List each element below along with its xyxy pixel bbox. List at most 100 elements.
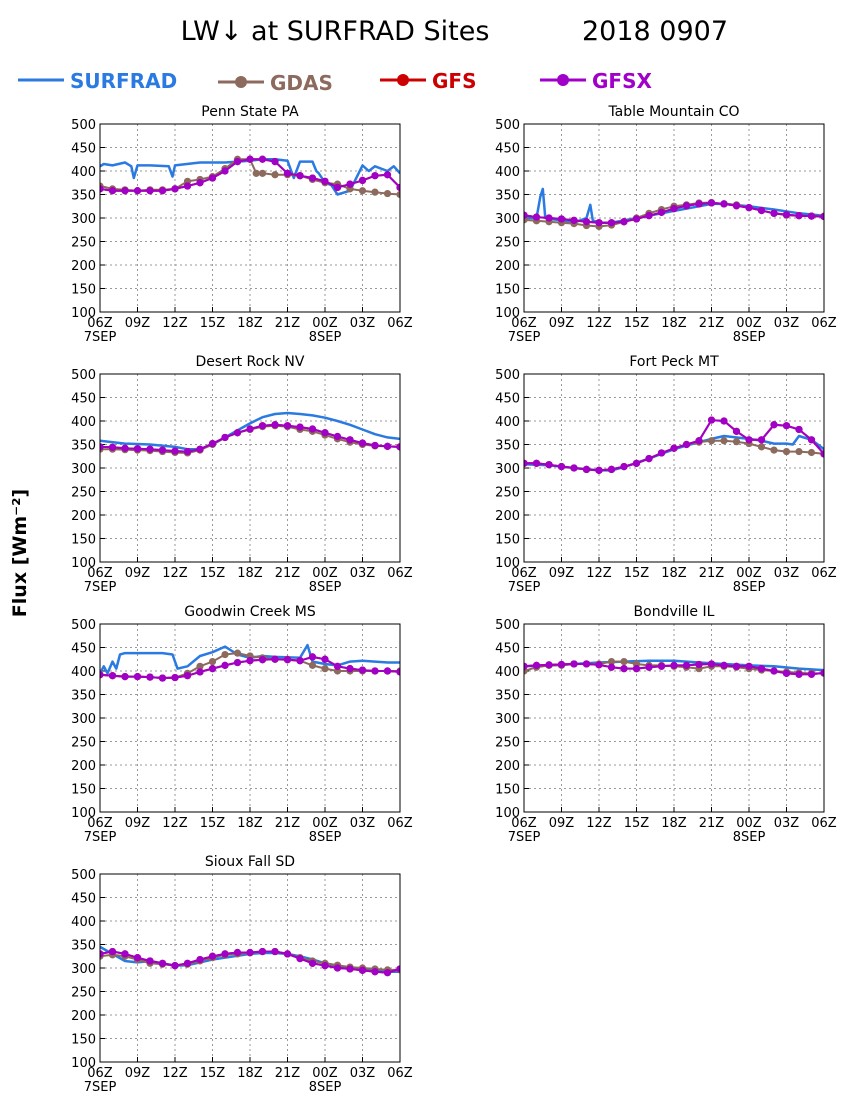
data-point-gfsx bbox=[770, 421, 778, 429]
data-point-gfsx bbox=[146, 445, 154, 453]
y-tick-label: 300 bbox=[495, 462, 520, 477]
y-tick-label: 350 bbox=[495, 189, 520, 204]
data-point-gfsx bbox=[208, 439, 217, 448]
x-tick-label: 12Z bbox=[586, 316, 612, 331]
data-point-gfsx bbox=[221, 433, 229, 442]
y-tick-label: 250 bbox=[71, 736, 96, 751]
data-point-gfsx bbox=[208, 665, 217, 673]
data-point-gfsx bbox=[283, 656, 292, 664]
panel-table-mountain-co: Table Mountain CO 100 150 200 250 300 350 400 45… bbox=[495, 104, 837, 345]
x-date-label: 7SEP bbox=[508, 330, 541, 345]
series-group bbox=[100, 411, 400, 457]
figure-title-right: 2018 0907 bbox=[582, 16, 728, 47]
y-tick-label: 350 bbox=[71, 189, 96, 204]
data-point-gfsx bbox=[283, 422, 292, 430]
data-point-gfsx bbox=[100, 185, 104, 193]
data-point-gfsx bbox=[607, 219, 616, 227]
data-point-gfsx bbox=[620, 218, 628, 226]
data-point-gfsx bbox=[657, 662, 666, 670]
data-point-gfsx bbox=[258, 656, 267, 664]
data-point-gfsx bbox=[358, 666, 367, 674]
data-point-gfsx bbox=[383, 171, 392, 179]
data-point-gfsx bbox=[158, 187, 167, 195]
data-point-gfsx bbox=[196, 955, 204, 964]
panel-fort-peck-mt: Fort Peck MT 100 150 200 250 300 350 400 450 500 0… bbox=[495, 354, 837, 595]
data-point-gfsx bbox=[657, 208, 666, 216]
x-tick-label: 00Z bbox=[312, 1066, 338, 1081]
x-tick-label: 21Z bbox=[699, 816, 725, 831]
y-tick-label: 500 bbox=[71, 368, 96, 383]
data-point-gdas bbox=[782, 447, 791, 456]
data-point-gfsx bbox=[208, 952, 217, 960]
y-tick-label: 300 bbox=[495, 212, 520, 227]
data-point-gfsx bbox=[807, 436, 816, 444]
x-tick-label: 12Z bbox=[162, 1066, 188, 1081]
data-point-gfsx bbox=[296, 657, 304, 665]
data-point-gfsx bbox=[632, 665, 641, 673]
data-point-gfsx bbox=[745, 204, 753, 212]
y-tick-label: 500 bbox=[71, 118, 96, 133]
data-point-gdas bbox=[707, 437, 716, 445]
y-tick-label: 250 bbox=[495, 486, 520, 501]
data-point-gfsx bbox=[570, 660, 578, 668]
data-point-gfsx bbox=[308, 959, 317, 967]
data-point-gfsx bbox=[121, 444, 129, 452]
plot-frame bbox=[99, 373, 401, 563]
data-point-gfsx bbox=[707, 660, 716, 668]
data-point-gfsx bbox=[695, 437, 703, 445]
data-point-gfsx bbox=[283, 950, 292, 958]
x-tick-label: 15Z bbox=[624, 316, 650, 331]
panel-title: Goodwin Creek MS bbox=[184, 604, 316, 620]
data-point-gfsx bbox=[371, 441, 379, 450]
data-point-gdas bbox=[720, 437, 728, 445]
y-tick-label: 450 bbox=[71, 892, 96, 907]
x-tick-label: 21Z bbox=[275, 1066, 301, 1081]
x-date-label: 8SEP bbox=[309, 580, 342, 595]
x-tick-label: 06Z bbox=[87, 816, 113, 831]
plot-frame bbox=[99, 623, 401, 813]
y-tick-label: 200 bbox=[71, 259, 96, 274]
data-point-gfsx bbox=[100, 671, 104, 679]
x-date-label: 8SEP bbox=[309, 830, 342, 845]
panel-bondville-il: Bondville IL 100 150 200 250 300 350 400 450 500 0… bbox=[495, 604, 837, 845]
y-tick-label: 250 bbox=[71, 486, 96, 501]
panel-sioux-fall-sd: Sioux Fall SD 100 150 200 250 300 350 400 450 500… bbox=[71, 854, 413, 1095]
x-tick-label: 06Z bbox=[511, 566, 537, 581]
panel-title: Desert Rock NV bbox=[196, 354, 305, 370]
data-point-gfsx bbox=[183, 672, 192, 680]
data-point-gfsx bbox=[532, 661, 541, 669]
data-point-gdas bbox=[208, 658, 217, 666]
x-tick-label: 06Z bbox=[811, 816, 837, 831]
data-point-gfsx bbox=[246, 155, 254, 163]
data-point-gfsx bbox=[557, 215, 566, 223]
x-tick-label: 12Z bbox=[162, 316, 188, 331]
data-point-gfsx bbox=[233, 948, 242, 957]
data-point-gfsx bbox=[183, 447, 192, 456]
data-point-gfsx bbox=[807, 670, 816, 678]
data-point-gfsx bbox=[570, 216, 578, 224]
data-point-gfsx bbox=[707, 199, 716, 207]
data-point-gfsx bbox=[246, 657, 254, 665]
data-point-gfsx bbox=[100, 950, 104, 958]
data-point-gdas bbox=[308, 661, 317, 669]
legend-label: GFS bbox=[432, 69, 476, 93]
data-point-gfsx bbox=[545, 214, 553, 222]
data-point-gfsx bbox=[396, 668, 400, 676]
data-point-gfsx bbox=[732, 427, 741, 435]
y-tick-label: 350 bbox=[71, 939, 96, 954]
y-tick-label: 100 bbox=[71, 806, 96, 821]
data-point-gfsx bbox=[133, 954, 142, 962]
x-tick-label: 03Z bbox=[774, 816, 800, 831]
x-tick-label: 06Z bbox=[387, 566, 413, 581]
data-point-gfsx bbox=[333, 432, 342, 441]
y-tick-label: 350 bbox=[495, 439, 520, 454]
plot-frame bbox=[523, 623, 825, 813]
data-point-gdas bbox=[795, 447, 803, 456]
y-tick-label: 150 bbox=[71, 533, 96, 548]
x-date-label: 8SEP bbox=[733, 830, 766, 845]
data-point-gfsx bbox=[146, 187, 154, 195]
data-point-gfsx bbox=[695, 660, 703, 669]
data-point-gfsx bbox=[632, 215, 641, 223]
data-point-gdas bbox=[221, 650, 229, 659]
x-date-label: 8SEP bbox=[733, 580, 766, 595]
